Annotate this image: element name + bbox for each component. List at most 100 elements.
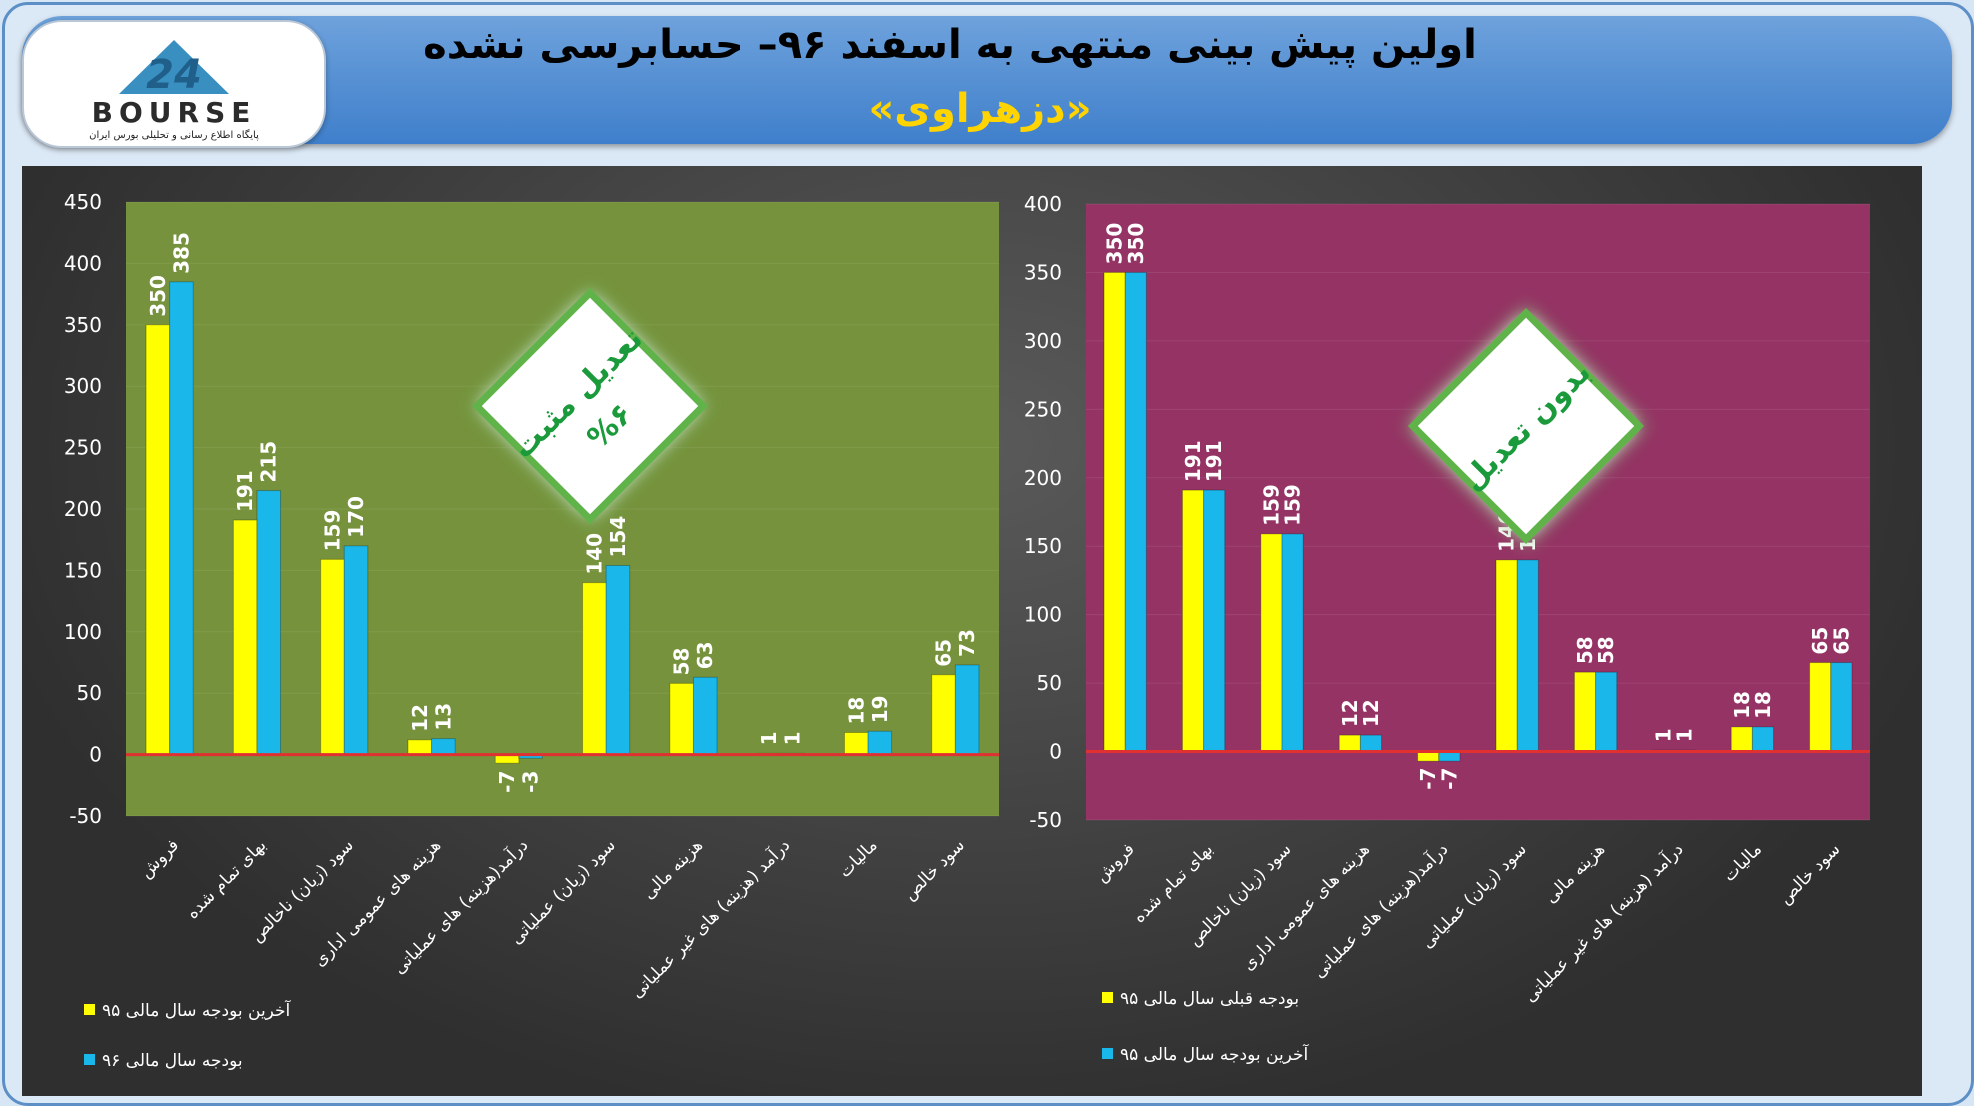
- bar-value-label: 191: [233, 470, 257, 512]
- bar: [931, 674, 956, 756]
- y-tick-label: 350: [1024, 260, 1062, 284]
- category-label: درآمد(هزینه) های عملیاتی: [1308, 838, 1452, 982]
- bar-value-label: 13: [431, 703, 455, 731]
- bar-value-label: 350: [1103, 223, 1127, 265]
- bar: [692, 676, 718, 756]
- legend-label: بودجه قبلی سال مالی ۹۵: [1120, 989, 1299, 1009]
- category-label: درآمد (هزینه) های غیر عملیاتی: [1519, 838, 1688, 1007]
- bar-value-label: 58: [670, 648, 694, 676]
- bar-value-label: -7: [495, 771, 519, 793]
- bar-value-label: 170: [344, 496, 368, 538]
- bar-value-label: 65: [1829, 627, 1853, 655]
- y-tick-label: 100: [64, 620, 102, 644]
- category-label: فروش: [1092, 839, 1139, 886]
- bar: [1573, 671, 1597, 753]
- category-label: مالیات: [835, 835, 882, 882]
- bar-value-label: 18: [844, 697, 868, 725]
- bar-value-label: 1: [781, 731, 805, 745]
- bar: [1595, 671, 1618, 753]
- logo-tagline: پایگاه اطلاع رسانی و تحلیلی بورس ایران: [89, 129, 259, 141]
- y-tick-label: 50: [1037, 671, 1062, 695]
- bar: [145, 324, 171, 756]
- bar: [1124, 271, 1147, 753]
- bar-value-label: 58: [1573, 636, 1597, 664]
- bar-value-label: 1: [1673, 728, 1697, 742]
- logo: 24 BOURSE پایگاه اطلاع رسانی و تحلیلی بو…: [22, 20, 326, 148]
- bar: [320, 558, 345, 756]
- bar-value-label: 12: [408, 704, 432, 732]
- y-tick-label: 0: [89, 743, 102, 767]
- bar-value-label: 350: [146, 275, 170, 317]
- bar-value-label: 159: [1281, 484, 1305, 526]
- bar: [1359, 734, 1383, 753]
- category-label: سود خالص: [1775, 839, 1844, 908]
- bar-value-label: 18: [1730, 691, 1754, 719]
- bar: [669, 682, 694, 756]
- y-tick-label: 400: [1024, 192, 1062, 216]
- bar: [954, 664, 980, 756]
- y-tick-label: 200: [1024, 466, 1062, 490]
- y-tick-label: 300: [1024, 329, 1062, 353]
- bar: [1730, 726, 1753, 753]
- bar-value-label: 12: [1338, 699, 1362, 727]
- y-tick-label: 400: [64, 251, 102, 275]
- bar-value-label: 350: [1124, 223, 1148, 265]
- bar: [1809, 662, 1832, 753]
- category-label: هزینه مالی: [639, 835, 707, 903]
- legend-label: آخرین بودجه سال مالی ۹۵: [102, 999, 292, 1021]
- category-label: بهای تمام شده: [1129, 839, 1217, 927]
- bar: [169, 281, 194, 756]
- y-tick-label: 250: [64, 436, 102, 460]
- logo-graphic: 24 BOURSE پایگاه اطلاع رسانی و تحلیلی بو…: [89, 40, 259, 141]
- legend-swatch: [1102, 1048, 1113, 1059]
- legend-swatch: [84, 1054, 95, 1065]
- bar: [1260, 533, 1283, 753]
- bar: [232, 519, 258, 756]
- bar: [1751, 726, 1775, 753]
- charts-svg: -50050100150200250300350400450350385فروش…: [64, 190, 1870, 1071]
- bar: [1516, 559, 1539, 753]
- legend-label: بودجه سال مالی ۹۶: [102, 1051, 243, 1071]
- bar: [1830, 662, 1853, 753]
- legend-swatch: [1102, 992, 1113, 1003]
- bar: [431, 738, 456, 756]
- bar-value-label: 159: [320, 510, 344, 552]
- bar: [1495, 559, 1518, 753]
- logo-number: 24: [146, 52, 202, 98]
- badge-box: [471, 287, 709, 525]
- bar-value-label: 154: [606, 516, 630, 558]
- bar-value-label: -7: [1437, 768, 1461, 790]
- bar-value-label: 1: [1651, 728, 1675, 742]
- y-tick-label: 0: [1049, 740, 1062, 764]
- bar: [343, 545, 369, 756]
- bar-value-label: 1: [757, 731, 781, 745]
- bar-value-label: -3: [519, 771, 543, 793]
- bar: [407, 739, 433, 756]
- y-tick-label: -50: [69, 804, 102, 828]
- bar-value-label: 18: [1751, 691, 1775, 719]
- bar: [1103, 271, 1126, 753]
- adjustment-badge: بدون تعدیل: [1407, 307, 1645, 545]
- bar: [605, 564, 631, 756]
- y-tick-label: 250: [1024, 397, 1062, 421]
- y-tick-label: 100: [1024, 603, 1062, 627]
- bar: [843, 731, 869, 756]
- bar: [867, 730, 893, 756]
- bar-value-label: 65: [932, 639, 956, 667]
- bar: [582, 582, 607, 756]
- category-label: درآمد (هزینه) های غیر عملیاتی: [626, 834, 795, 1003]
- bar-value-label: 58: [1594, 636, 1618, 664]
- bar-value-label: 159: [1259, 484, 1283, 526]
- chart-area: -50 0 50 100 150 200 250 300 350 400 450 350 385 فروش…: [22, 166, 1922, 1096]
- logo-pyramid-icon: [119, 40, 229, 94]
- bar-value-label: 19: [868, 695, 892, 723]
- bar-value-label: -7: [1416, 768, 1440, 790]
- category-label: هزینه های عمومی اداری: [1238, 839, 1373, 974]
- badge-box: [1407, 307, 1645, 545]
- bar: [256, 490, 282, 756]
- bar-value-label: 215: [257, 441, 281, 483]
- category-label: فروش: [136, 835, 183, 882]
- y-tick-label: 50: [77, 681, 102, 705]
- bar: [1203, 489, 1226, 753]
- y-tick-label: 150: [64, 558, 102, 582]
